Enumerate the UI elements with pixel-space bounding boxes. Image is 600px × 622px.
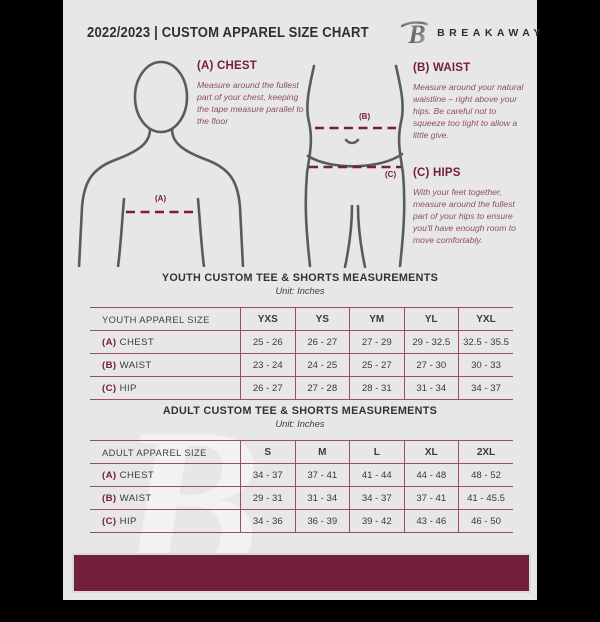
column-header: 2XL: [458, 440, 513, 464]
row-label: HIP: [119, 382, 137, 394]
breakaway-b-logo: B: [400, 20, 429, 48]
row-label: WAIST: [119, 492, 152, 504]
table-cell: 36 - 39: [294, 509, 350, 533]
youth-table-unit: Unit: Inches: [275, 286, 325, 296]
waist-line-label: (B): [359, 112, 371, 121]
table-cell: 39 - 42: [349, 509, 404, 533]
table-cell: 27 - 30: [403, 353, 459, 377]
table-cell: 30 - 33: [458, 353, 513, 377]
column-header: YOUTH APPAREL SIZE: [90, 307, 241, 331]
table-cell: 48 - 52: [458, 463, 513, 487]
row-label: CHEST: [119, 469, 155, 481]
table-cell: 29 - 31: [240, 486, 295, 510]
row-label: CHEST: [119, 336, 155, 348]
row-key: (A): [102, 469, 117, 481]
footer-bar: [72, 553, 531, 593]
waist-instruction-text: Measure around your natural waistline – …: [413, 82, 524, 141]
column-header: S: [240, 440, 295, 464]
table-cell: 44 - 48: [403, 463, 459, 487]
table-cell: 31 - 34: [294, 486, 350, 510]
table-cell: 32.5 - 35.5: [458, 330, 513, 354]
table-cell: 34 - 37: [458, 376, 513, 400]
torso-diagram: [77, 60, 245, 267]
table-cell: 34 - 37: [349, 486, 404, 510]
column-header: YS: [294, 307, 350, 331]
row-label-cell: (C) HIP: [90, 509, 241, 533]
column-header: YXL: [458, 307, 513, 331]
table-cell: 29 - 32.5: [403, 330, 459, 354]
table-cell: 41 - 45.5: [458, 486, 513, 510]
table-cell: 26 - 27: [294, 330, 350, 354]
table-cell: 43 - 46: [403, 509, 459, 533]
row-label-cell: (B) WAIST: [90, 353, 241, 377]
waist-instruction-heading: (B) WAIST: [413, 62, 471, 74]
row-label: HIP: [119, 515, 137, 527]
row-label-cell: (C) HIP: [90, 376, 241, 400]
table-cell: 41 - 44: [349, 463, 404, 487]
brand-name: BREAKAWAY: [437, 27, 545, 39]
table-cell: 24 - 25: [294, 353, 350, 377]
table-row: (A) CHEST 25 - 26 26 - 27 27 - 29 29 - 3…: [90, 330, 513, 354]
table-cell: 26 - 27: [240, 376, 295, 400]
table-row: (C) HIP 34 - 36 36 - 39 39 - 42 43 - 46 …: [90, 509, 513, 533]
table-cell: 31 - 34: [403, 376, 459, 400]
column-header: YXS: [240, 307, 295, 331]
header: 2022/2023 | CUSTOM APPAREL SIZE CHART B …: [87, 16, 540, 50]
column-header: M: [294, 440, 350, 464]
table-cell: 27 - 28: [294, 376, 350, 400]
table-cell: 27 - 29: [349, 330, 404, 354]
table-cell: 25 - 27: [349, 353, 404, 377]
column-header: YL: [403, 307, 459, 331]
table-row: (B) WAIST 23 - 24 24 - 25 25 - 27 27 - 3…: [90, 353, 513, 377]
table-header-row: YOUTH APPAREL SIZE YXS YS YM YL YXL: [90, 307, 513, 331]
size-chart-page: 2022/2023 | CUSTOM APPAREL SIZE CHART B …: [63, 0, 540, 610]
column-header: ADULT APPAREL SIZE: [90, 440, 241, 464]
column-header: YM: [349, 307, 404, 331]
row-key: (B): [102, 359, 117, 371]
table-cell: 37 - 41: [403, 486, 459, 510]
table-header-row: ADULT APPAREL SIZE S M L XL 2XL: [90, 440, 513, 464]
row-label-cell: (A) CHEST: [90, 463, 241, 487]
chest-line-label: (A): [155, 194, 167, 203]
table-cell: 23 - 24: [240, 353, 295, 377]
table-row: (C) HIP 26 - 27 27 - 28 28 - 31 31 - 34 …: [90, 376, 513, 400]
table-cell: 46 - 50: [458, 509, 513, 533]
adult-size-table: ADULT APPAREL SIZE S M L XL 2XL (A) CHES…: [90, 440, 513, 533]
table-cell: 28 - 31: [349, 376, 404, 400]
chest-instruction: (A) CHEST Measure around the fullest par…: [197, 60, 311, 127]
table-row: (A) CHEST 34 - 37 37 - 41 41 - 44 44 - 4…: [90, 463, 513, 487]
lower-body-diagram: [304, 64, 406, 268]
brand-lockup: B BREAKAWAY: [400, 18, 545, 48]
table-cell: 25 - 26: [240, 330, 295, 354]
row-key: (C): [102, 515, 117, 527]
hips-line-label: (C): [385, 170, 397, 179]
chest-instruction-heading: (A) CHEST: [197, 60, 257, 72]
row-key: (C): [102, 382, 117, 394]
page-title: 2022/2023 | CUSTOM APPAREL SIZE CHART: [87, 25, 369, 41]
table-cell: 34 - 37: [240, 463, 295, 487]
row-key: (B): [102, 492, 117, 504]
waist-instruction: (B) WAIST Measure around your natural wa…: [413, 62, 527, 141]
row-key: (A): [102, 336, 117, 348]
table-row: (B) WAIST 29 - 31 31 - 34 34 - 37 37 - 4…: [90, 486, 513, 510]
hips-instruction: (C) HIPS With your feet together, measur…: [413, 167, 527, 246]
table-cell: 37 - 41: [294, 463, 350, 487]
column-header: XL: [403, 440, 459, 464]
hips-instruction-heading: (C) HIPS: [413, 167, 461, 179]
adult-table-title: ADULT CUSTOM TEE & SHORTS MEASUREMENTS: [162, 405, 438, 417]
row-label: WAIST: [119, 359, 152, 371]
table-cell: 34 - 36: [240, 509, 295, 533]
hips-instruction-text: With your feet together, measure around …: [413, 187, 516, 246]
row-label-cell: (B) WAIST: [90, 486, 241, 510]
svg-text:B: B: [407, 20, 425, 48]
youth-size-table: YOUTH APPAREL SIZE YXS YS YM YL YXL (A) …: [90, 307, 513, 400]
column-header: L: [349, 440, 404, 464]
adult-table-unit: Unit: Inches: [275, 419, 325, 429]
chest-instruction-text: Measure around the fullest part of your …: [197, 80, 304, 127]
row-label-cell: (A) CHEST: [90, 330, 241, 354]
youth-table-title: YOUTH CUSTOM TEE & SHORTS MEASUREMENTS: [161, 272, 439, 284]
